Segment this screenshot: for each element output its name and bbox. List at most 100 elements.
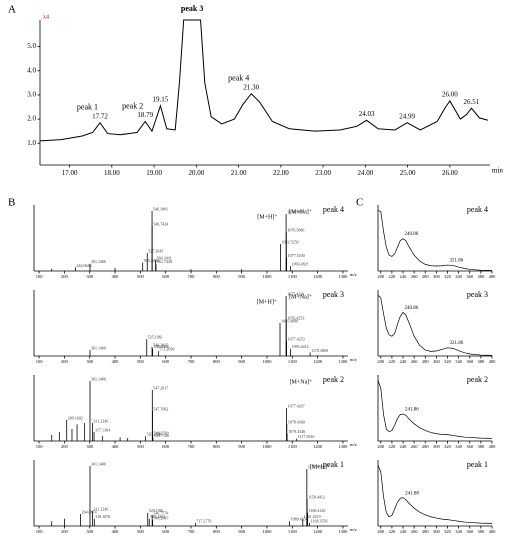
x-tick-label: 300	[86, 529, 94, 534]
x-tick-label: 200	[61, 274, 69, 279]
panel-label: A	[8, 4, 16, 16]
y-tick-label: 1.0	[27, 139, 36, 147]
x-tick-label: 360	[466, 274, 474, 279]
x-tick-label: 400	[112, 274, 120, 279]
retention-time: 26.00	[442, 91, 458, 99]
ms-peak-label: 527.2645	[148, 248, 163, 253]
x-tick-label: 1000	[262, 529, 272, 534]
x-tick-label: 900	[238, 274, 246, 279]
x-tick-label: 200	[377, 444, 385, 449]
x-tick-label: 700	[188, 529, 196, 534]
ms-peak-label: 520.2136	[146, 432, 161, 437]
retention-time: 19.15	[153, 95, 169, 103]
x-tick-label: 800	[213, 529, 221, 534]
x-tick-label: 260	[411, 529, 419, 534]
x-axis-label: m/z	[350, 272, 357, 277]
uv-peak-label: 240.86	[405, 232, 419, 237]
uv-peak-label: 241.88	[405, 492, 419, 497]
x-tick-label: 380	[478, 274, 486, 279]
x-tick-label: 800	[213, 359, 221, 364]
x-tick-label: 1300	[338, 444, 348, 449]
chart-title: peak 3	[467, 290, 488, 299]
x-axis-label: m/z	[350, 527, 357, 532]
ms-peak-label: 546.7570	[153, 511, 168, 516]
x-tick-label: 400	[489, 444, 497, 449]
x-tick-label: 1200	[313, 529, 323, 534]
x-tick-label: 280	[422, 529, 430, 534]
ms-peak-label: 1077.5100	[288, 253, 305, 258]
x-tick-label: 400	[112, 444, 120, 449]
x-tick-label: 1100	[288, 359, 298, 364]
x-tick-label: 100	[36, 444, 44, 449]
x-tick-label: 400	[112, 359, 120, 364]
ms-peak-label: 548.2900	[154, 344, 169, 349]
x-tick-label: 1300	[338, 529, 348, 534]
ms-peak-label: 546.7424	[153, 221, 168, 226]
ms-peak-label: 561.7428	[157, 259, 172, 264]
x-tick-label: 220	[389, 359, 397, 364]
x-axis-label: min	[492, 167, 503, 175]
x-tick-label: 600	[162, 274, 170, 279]
y-tick-label: 2.0	[27, 115, 36, 123]
ms-peak-label: 1160.4126	[309, 508, 326, 513]
x-tick-label: 1200	[313, 359, 323, 364]
x-tick-label: 17.00	[62, 169, 78, 177]
trace	[377, 295, 493, 356]
ms-peak-label: 1075.5087	[287, 209, 304, 214]
x-tick-label: 220	[389, 529, 397, 534]
retention-time: 17.72	[92, 112, 108, 120]
x-tick-label: 260	[411, 274, 419, 279]
ms-peak-label: 535.1262	[150, 514, 165, 519]
x-tick-label: 200	[377, 529, 385, 534]
x-tick-label: 1300	[338, 359, 348, 364]
ms-peak-label: 1089.4254	[291, 517, 308, 522]
x-tick-label: 320	[444, 274, 452, 279]
x-tick-label: 800	[213, 274, 221, 279]
ms-peak-label: 548.2500	[154, 430, 169, 435]
x-tick-label: 18.00	[104, 169, 120, 177]
ms-peak-label: 1078.4360	[288, 420, 305, 425]
x-tick-label: 700	[188, 444, 196, 449]
x-tick-label: 340	[455, 274, 463, 279]
uv-peak-label: 321.86	[450, 258, 464, 263]
chart-title: peak 4	[467, 205, 488, 214]
ms-peak-label: 317.1364	[95, 427, 110, 432]
retention-time: 18.79	[137, 111, 153, 119]
ms-peak-label: 1077.4253	[288, 336, 305, 341]
chart-title: peak 4	[323, 205, 344, 214]
trace	[377, 465, 493, 524]
x-tick-label: 24.00	[357, 169, 373, 177]
x-tick-label: 400	[489, 274, 497, 279]
chart-title: peak 2	[467, 375, 488, 384]
retention-time: 24.99	[399, 112, 415, 120]
y-tick-label: 5.0	[27, 42, 36, 50]
panel-label: B	[8, 197, 15, 209]
ms-peak-label: 301.1400	[91, 461, 106, 466]
x-tick-label: 240	[400, 274, 408, 279]
x-tick-label: 19.00	[146, 169, 162, 177]
x-tick-label: 900	[238, 359, 246, 364]
x-tick-label: 1300	[338, 274, 348, 279]
x-tick-label: 240	[400, 359, 408, 364]
ms-peak-label: 1141.4219	[304, 514, 321, 519]
ms-peak-label: 1157.4553	[308, 464, 325, 469]
ms-peak-label: 529.1961	[149, 508, 164, 513]
x-tick-label: 240	[400, 529, 408, 534]
ion-label: [M+H]⁺	[310, 463, 330, 470]
x-axis-label: m/z	[350, 442, 357, 447]
ms-peak-label: 560.2401	[157, 256, 172, 261]
x-tick-label: 200	[61, 444, 69, 449]
x-tick-label: 260	[411, 359, 419, 364]
x-tick-label: 1100	[288, 274, 298, 279]
trace	[377, 209, 493, 271]
x-tick-label: 300	[433, 529, 441, 534]
chart-title: peak 3	[323, 290, 344, 299]
ion-label: [M+H]⁺	[257, 213, 277, 220]
x-tick-label: 340	[455, 529, 463, 534]
retention-time: 21.30	[243, 83, 259, 91]
x-tick-label: 23.00	[315, 169, 331, 177]
x-tick-label: 900	[238, 529, 246, 534]
x-tick-label: 1200	[313, 274, 323, 279]
x-tick-label: 25.00	[400, 169, 416, 177]
